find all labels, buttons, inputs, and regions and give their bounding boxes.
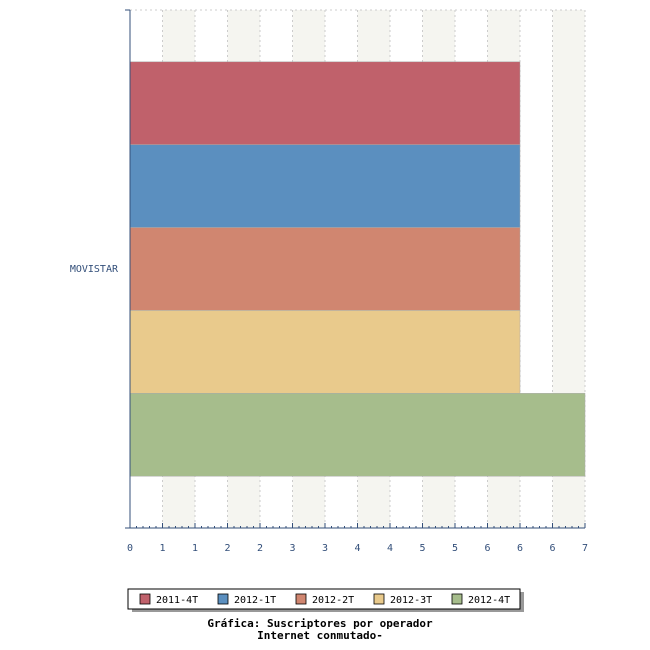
bar — [129, 61, 521, 145]
chart-title: Gráfica: Suscriptores por operador — [207, 617, 433, 630]
legend-label: 2012-1T — [234, 595, 276, 606]
x-tick-label: 4 — [354, 543, 360, 554]
x-tick-label: 1 — [192, 543, 198, 554]
legend-label: 2012-2T — [312, 595, 354, 606]
x-tick-label: 5 — [419, 543, 425, 554]
x-tick-label: 3 — [289, 543, 295, 554]
legend-label: 2012-3T — [390, 595, 432, 606]
x-tick-label: 6 — [484, 543, 490, 554]
chart-subtitle: Internet conmutado- — [257, 629, 383, 642]
legend-label: 2011-4T — [156, 595, 198, 606]
legend-swatch — [139, 593, 151, 605]
legend-swatch — [373, 593, 385, 605]
bar — [129, 144, 521, 228]
x-tick-label: 6 — [549, 543, 555, 554]
legend-swatch — [217, 593, 229, 605]
x-tick-label: 5 — [452, 543, 458, 554]
bar — [129, 227, 521, 311]
x-tick-label: 0 — [127, 543, 133, 554]
legend-label: 2012-4T — [468, 595, 510, 606]
x-tick-label: 4 — [387, 543, 393, 554]
bar — [129, 393, 586, 477]
bar — [129, 310, 521, 394]
x-tick-label: 7 — [582, 543, 588, 554]
x-tick-label: 2 — [257, 543, 263, 554]
legend: 2011-4T 2012-1T 2012-2T 2012-3T 2012-4T — [139, 593, 510, 606]
x-tick-label: 3 — [322, 543, 328, 554]
x-tick-label: 2 — [224, 543, 230, 554]
legend-swatch — [451, 593, 463, 605]
y-tick-label: MOVISTAR — [70, 264, 119, 275]
x-tick-label: 1 — [159, 543, 165, 554]
x-tick-label: 6 — [517, 543, 523, 554]
legend-swatch — [295, 593, 307, 605]
